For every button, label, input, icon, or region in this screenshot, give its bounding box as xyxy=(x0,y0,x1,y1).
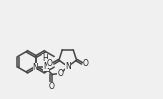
Text: O: O xyxy=(48,82,54,91)
Text: O: O xyxy=(83,59,89,68)
Text: N: N xyxy=(65,62,71,71)
Text: N: N xyxy=(33,63,38,72)
Text: O: O xyxy=(57,69,63,78)
Text: H: H xyxy=(42,54,48,63)
Text: O: O xyxy=(47,59,52,68)
Text: N: N xyxy=(43,62,49,71)
